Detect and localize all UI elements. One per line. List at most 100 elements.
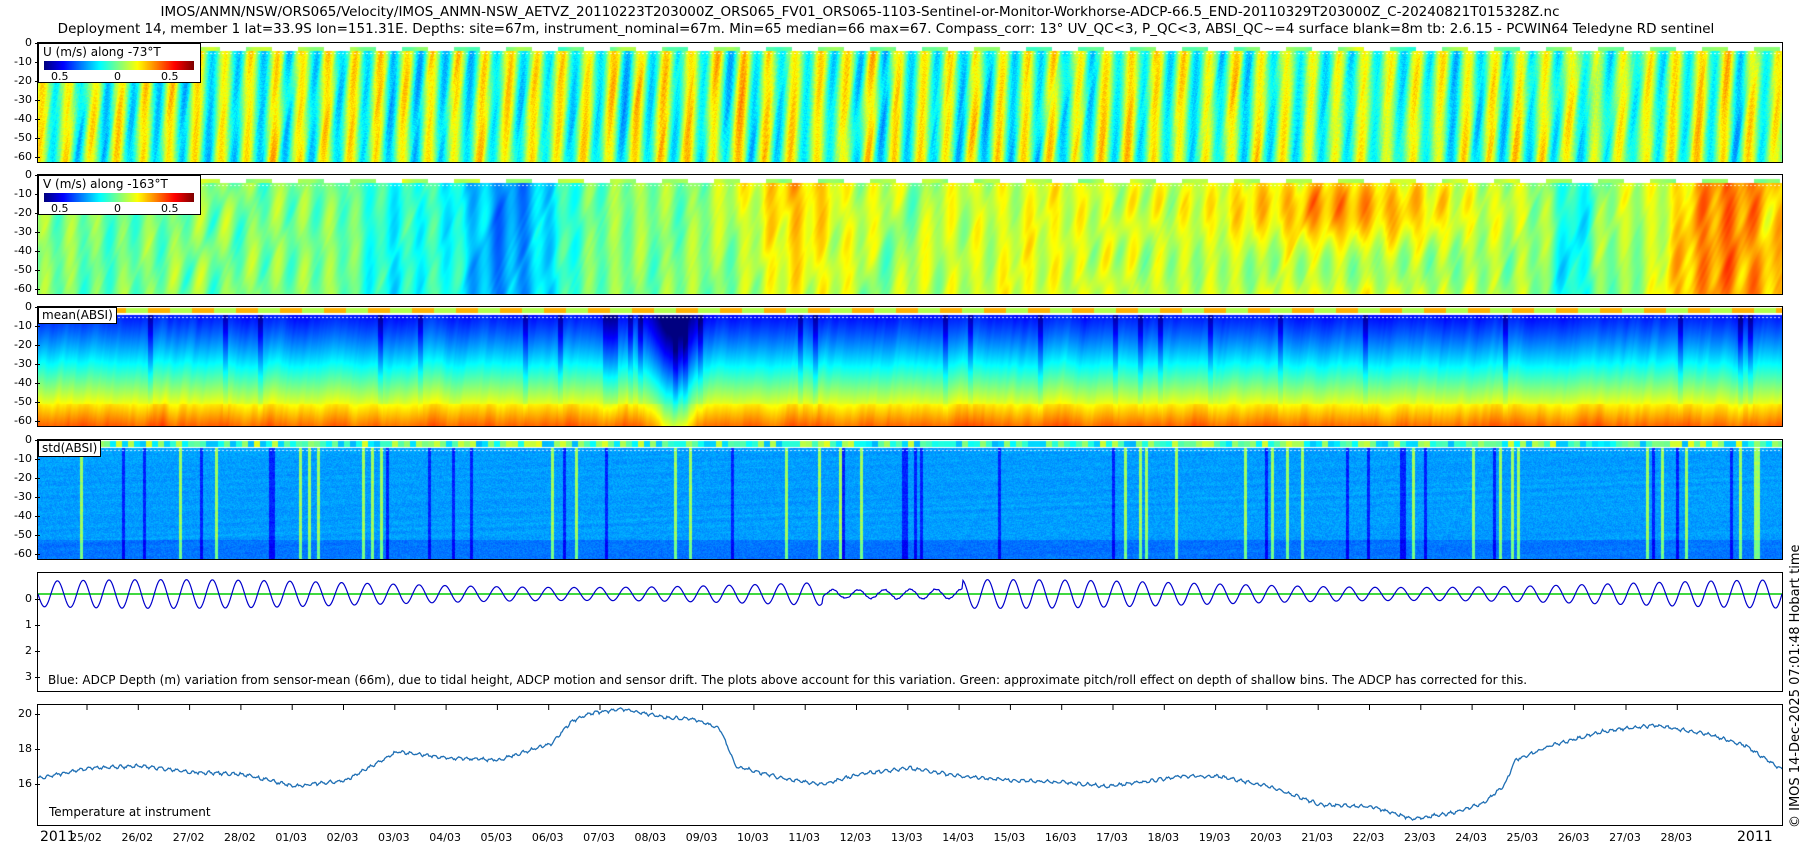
y-tick: -20 [2,207,40,219]
x-tick-label: 14/03 [942,831,974,844]
y-tick: -40 [2,377,40,389]
u-colorbar-legend: U (m/s) along -73°T 0.5 0 0.5 [38,43,201,83]
y-tick: 0 [2,593,40,605]
x-tick-label: 26/02 [121,831,154,844]
y-tick: -30 [2,491,40,503]
colorbar-label: 0 [114,202,121,215]
x-tick-label: 28/02 [224,831,256,844]
x-tick-label: 01/03 [275,831,308,844]
adcp-depth-series [38,578,1782,609]
v-velocity-heatmap [38,175,1782,294]
year-label-left: 2011 [40,829,76,845]
colorbar [44,61,194,70]
y-tick: -60 [2,151,40,163]
x-tick-label: 27/02 [172,831,205,844]
colorbar-label: 0.5 [51,70,69,83]
mean-absi-label: mean(ABSI) [38,307,117,324]
x-tick-label: 02/03 [326,831,359,844]
temperature-plot [38,705,1782,821]
x-tick-label: 25/02 [70,831,102,844]
x-tick-label: 18/03 [1147,831,1180,844]
x-tick-label: 13/03 [890,831,923,844]
y-tick: -40 [2,510,40,522]
y-tick: -20 [2,472,40,484]
depth-annotation: Blue: ADCP Depth (m) variation from sens… [48,673,1528,687]
copyright-timestamp: © IMOS 14-Dec-2025 07:01:48 Hobart time [1788,544,1800,828]
temperature-panel: 20 18 16 Temperature at instrument [18,704,1783,826]
y-tick: -50 [2,396,40,408]
y-tick: -60 [2,548,40,560]
x-tick-label: 15/03 [993,831,1026,844]
std-absi-panel: 0 -10 -20 -30 -40 -50 -60 std(ABSI) [14,434,1783,560]
year-label-right: 2011 [1737,829,1773,845]
y-tick: 0 [2,301,40,313]
y-tick: -30 [2,226,40,238]
y-tick: -10 [2,453,40,465]
plot-title-path: IMOS/ANMN/NSW/ORS065/Velocity/IMOS_ANMN-… [160,4,1560,20]
y-tick: -20 [2,75,40,87]
mean-absi-panel: 0 -10 -20 -30 -40 -50 -60 mean(ABSI) [14,301,1783,427]
x-tick-label: 09/03 [685,831,718,844]
x-tick-label: 05/03 [480,831,513,844]
x-tick-label: 12/03 [839,831,872,844]
temperature-annotation: Temperature at instrument [49,805,211,819]
x-tick-label: 04/03 [429,831,461,844]
x-tick-label: 08/03 [634,831,667,844]
v-velocity-panel: 0 -10 -20 -30 -40 -50 -60 V (m/s) along … [14,169,1783,295]
legend-title: V (m/s) along -163°T [43,177,168,191]
y-tick: -10 [2,320,40,332]
x-tick-label: 28/03 [1660,831,1693,844]
y-tick: 2 [2,645,40,657]
y-tick: 16 [2,778,40,790]
y-tick: -30 [2,94,40,106]
x-tick-label: 24/03 [1455,831,1487,844]
y-tick: 3 [2,671,40,683]
std-absi-label: std(ABSI) [38,440,102,457]
x-tick-label: 16/03 [1044,831,1077,844]
v-colorbar-legend: V (m/s) along -163°T 0.5 0 0.5 [38,175,201,215]
x-tick-label: 10/03 [737,831,769,844]
x-tick-label: 17/03 [1096,831,1128,844]
y-tick: 0 [2,169,40,181]
colorbar-label: 0.5 [161,70,179,83]
x-tick-label: 27/03 [1609,831,1641,844]
x-tick-label: 11/03 [788,831,821,844]
u-velocity-heatmap [38,43,1782,162]
plot-title-deployment: Deployment 14, member 1 lat=33.9S lon=15… [57,21,1715,37]
std-absi-heatmap [38,440,1782,559]
y-tick: -40 [2,245,40,257]
u-velocity-panel: 0 -10 -20 -30 -40 -50 -60 U (m/s) along … [14,37,1783,163]
colorbar-label: 0.5 [161,202,179,215]
adcp-depth-panel: 0 1 2 3 Blue: ADCP Depth (m) variation f… [25,572,1783,692]
x-tick-label: 26/03 [1557,831,1590,844]
y-tick: -60 [2,283,40,295]
x-tick-label: 19/03 [1198,831,1231,844]
x-tick-label: 07/03 [583,831,615,844]
mean-absi-heatmap [38,307,1782,426]
y-tick: -50 [2,264,40,276]
x-tick-label: 21/03 [1301,831,1334,844]
x-tick-label: 20/03 [1250,831,1282,844]
y-tick: 20 [2,708,40,720]
y-tick: 1 [2,619,40,631]
y-tick: -10 [2,188,40,200]
x-tick-label: 23/03 [1403,831,1436,844]
adcp-depth-plot [38,578,1782,609]
y-tick: -20 [2,339,40,351]
x-tick-label: 03/03 [377,831,410,844]
y-tick: 18 [2,743,40,755]
x-tick-label: 22/03 [1352,831,1385,844]
x-tick-label: 06/03 [531,831,564,844]
y-tick: 0 [2,37,40,49]
y-tick: -40 [2,113,40,125]
y-tick: -50 [2,132,40,144]
y-tick: -30 [2,358,40,370]
y-tick: -10 [2,56,40,68]
x-tick-label: 25/03 [1506,831,1539,844]
y-tick: 0 [2,434,40,446]
colorbar-label: 0.5 [51,202,69,215]
legend-title: U (m/s) along -73°T [43,45,161,59]
y-tick: -60 [2,415,40,427]
y-tick: -50 [2,529,40,541]
colorbar [44,193,194,202]
